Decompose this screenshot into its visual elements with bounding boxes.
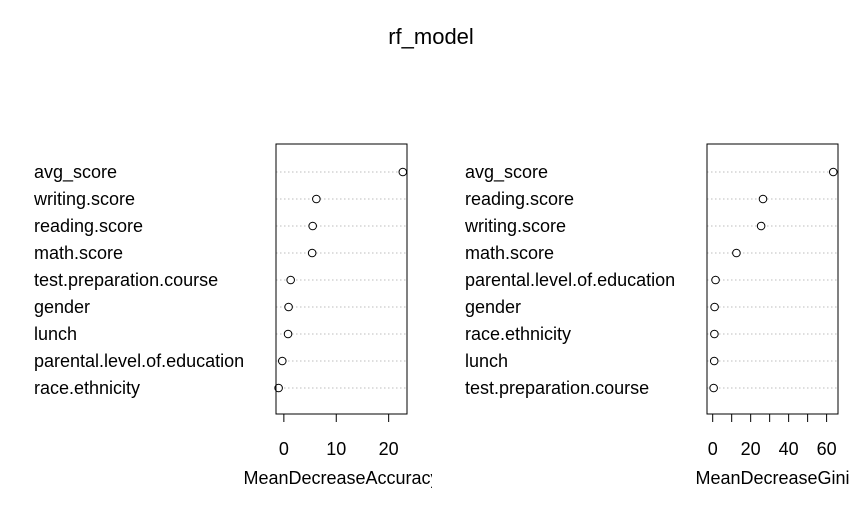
- category-label: parental.level.of.education: [34, 351, 244, 371]
- data-point: [732, 248, 741, 258]
- x-tick-label: 20: [741, 439, 761, 459]
- category-label: race.ethnicity: [34, 378, 140, 398]
- plot-box: [706, 143, 839, 415]
- category-label: lunch: [34, 324, 77, 344]
- data-point: [758, 194, 768, 204]
- category-label: parental.level.of.education: [465, 270, 675, 290]
- category-label: avg_score: [465, 162, 548, 183]
- data-point: [756, 221, 766, 231]
- category-label: avg_score: [34, 162, 117, 183]
- x-tick-label: 0: [279, 439, 289, 459]
- category-label: math.score: [465, 243, 554, 263]
- x-tick-label: 0: [708, 439, 718, 459]
- data-point: [709, 383, 718, 393]
- category-label: math.score: [34, 243, 123, 263]
- chart-title: rf_model: [388, 24, 474, 49]
- category-label: reading.score: [465, 189, 574, 209]
- data-point: [284, 302, 293, 312]
- data-point: [283, 329, 293, 339]
- data-point: [709, 356, 719, 366]
- x-tick-label: 40: [779, 439, 799, 459]
- data-point: [277, 356, 287, 366]
- data-point: [286, 275, 295, 285]
- x-tick-label: 60: [817, 439, 837, 459]
- data-point: [710, 302, 719, 312]
- category-label: writing.score: [464, 216, 566, 236]
- x-tick-label: 20: [379, 439, 399, 459]
- panel-2: avg_score reading.score writing.score math.…: [464, 143, 850, 488]
- category-label: race.ethnicity: [465, 324, 571, 344]
- data-point: [274, 383, 283, 393]
- category-label: lunch: [465, 351, 508, 371]
- x-tick-label: 10: [326, 439, 346, 459]
- x-axis-label: MeanDecreaseGini: [695, 468, 849, 488]
- category-label: writing.score: [33, 189, 135, 209]
- data-point: [710, 329, 719, 339]
- data-point: [312, 194, 321, 204]
- data-point: [307, 248, 317, 258]
- data-point: [308, 221, 317, 231]
- plot-box: [275, 143, 408, 415]
- panel-1: avg_score writing.score reading.score math.…: [33, 143, 439, 488]
- category-label: gender: [465, 297, 521, 317]
- category-label: test.preparation.course: [465, 378, 649, 398]
- category-label: test.preparation.course: [34, 270, 218, 290]
- data-point: [398, 167, 408, 177]
- x-axis-label: MeanDecreaseAccuracy: [243, 468, 439, 488]
- category-label: reading.score: [34, 216, 143, 236]
- data-point: [828, 167, 838, 177]
- category-label: gender: [34, 297, 90, 317]
- data-point: [711, 275, 720, 285]
